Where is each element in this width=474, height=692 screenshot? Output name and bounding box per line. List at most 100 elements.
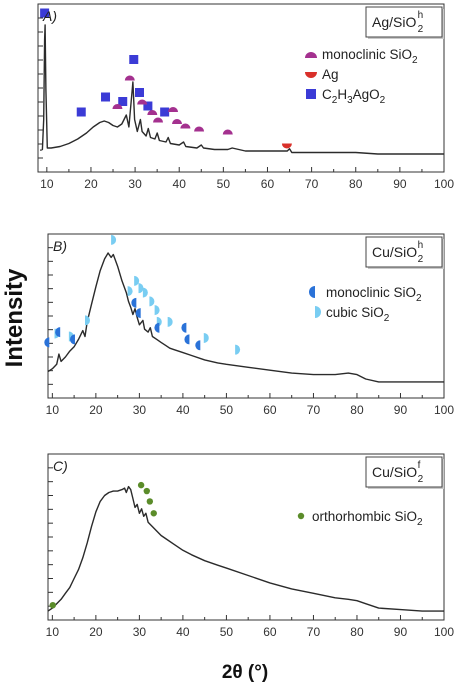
phase-marker [118,97,128,106]
legend-marker [297,512,305,520]
phase-marker [146,498,154,505]
x-tick-label: 90 [394,403,408,417]
phase-marker [195,340,201,351]
phase-marker [281,143,292,149]
sample-label-sup: h [418,240,424,251]
x-tick-label: 60 [263,625,277,639]
sample-label: Cu/SiOf 2 [372,460,424,485]
phase-marker [111,234,117,245]
legend-entry: monoclinic SiO2 [326,285,422,304]
phase-marker [172,119,183,124]
x-axis-title: 2θ (°) [222,662,268,683]
phase-marker [180,123,191,129]
x-tick-label: 20 [89,403,103,417]
x-tick-label: 100 [434,403,454,417]
x-tick-label: 50 [217,177,231,191]
x-tick-label: 20 [89,625,103,639]
panel-label: A) [42,8,57,24]
phase-marker [235,344,241,355]
legend-entry-part: 2 [417,517,423,528]
sample-label-box [365,6,443,38]
phase-marker [194,126,205,132]
x-tick-label: 30 [128,177,142,191]
sample-label-sup: f [418,460,421,471]
diffraction-trace [47,485,444,612]
phase-marker [127,286,133,297]
diffraction-trace [47,252,444,383]
x-tick-label: 10 [46,625,60,639]
legend-marker [309,286,315,298]
legend-marker [305,52,317,58]
phase-marker [84,315,90,326]
phase-marker [138,283,144,294]
x-tick-label: 60 [263,403,277,417]
legend-entry-part: 2 [380,95,386,106]
legend-entry-part: H [337,87,347,102]
phase-marker [137,99,148,105]
sample-label-sub: 2 [418,254,424,265]
panel-label: B) [53,238,67,254]
x-tick-label: 30 [133,625,147,639]
legend-entry-part: orthorhombic SiO [312,509,417,524]
x-tick-label: 40 [176,625,190,639]
phase-marker [167,316,173,327]
phase-marker [40,8,50,18]
phase-marker [184,334,190,345]
legend-entry: C2H3AgO2 [322,87,386,106]
legend-marker [306,89,316,99]
diffraction-trace [39,24,444,155]
phase-marker [112,104,123,109]
legend-entry: orthorhombic SiO2 [312,509,423,528]
legend-marker [305,72,317,78]
phase-marker [44,337,50,348]
legend-entry-part: 2 [332,95,338,106]
phase-marker [147,110,158,115]
legend-entry-part: 3 [347,95,353,106]
phase-marker [137,481,145,489]
sample-label-sup: h [418,10,424,21]
phase-marker [143,101,153,111]
phase-marker [134,275,140,286]
x-tick-label: 80 [350,403,364,417]
phase-marker [154,322,160,333]
legend-entry-part: 2 [412,55,418,66]
phase-marker [143,487,150,495]
x-tick-label: 50 [220,625,234,639]
x-tick-label: 40 [173,177,187,191]
sample-label: Ag/SiOh 2 [372,10,424,35]
x-tick-label: 70 [307,403,321,417]
x-tick-label: 80 [350,625,364,639]
legend-entry-part: 2 [384,313,390,324]
sample-label-sub: 2 [418,474,424,485]
panel-label: C) [53,458,68,474]
phase-marker [149,296,155,307]
phase-marker [129,55,139,64]
phase-marker [55,327,61,338]
sample-label-box [365,236,443,268]
phase-marker [203,332,209,343]
phase-marker [101,92,111,102]
phase-marker [124,75,135,81]
x-tick-label: 90 [394,625,408,639]
legend-entry: cubic SiO2 [326,305,390,324]
phase-marker [153,117,164,123]
x-tick-label: 90 [393,177,407,191]
phase-marker [154,305,160,316]
x-tick-label: 60 [261,177,275,191]
legend-entry: Ag [322,67,339,82]
x-tick-label: 100 [434,177,454,191]
phase-marker [150,510,157,517]
x-tick-label: 10 [46,403,60,417]
sample-label: Cu/SiOh 2 [372,240,424,265]
phase-marker [131,297,137,308]
x-tick-label: 70 [305,177,319,191]
x-tick-label: 40 [176,403,190,417]
legend-entry-part: C [322,87,332,102]
x-tick-label: 20 [84,177,98,191]
x-tick-label: 50 [220,403,234,417]
phase-marker [76,107,86,117]
phase-marker [222,129,233,135]
